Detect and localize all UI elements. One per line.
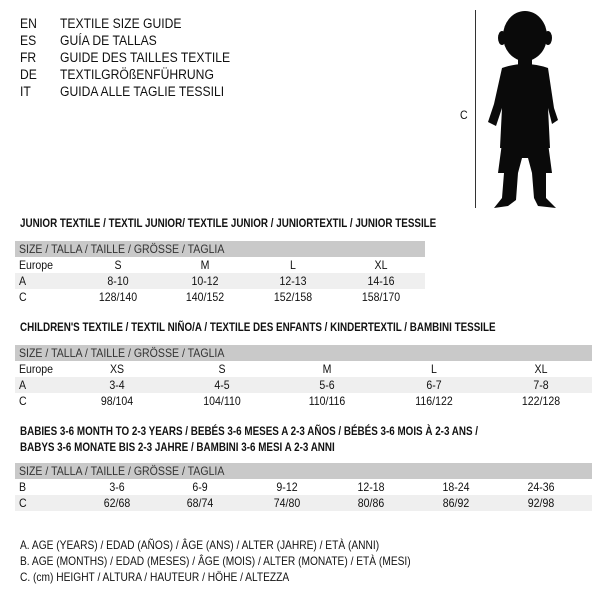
lang-code-fr: FR (20, 50, 37, 65)
babies-title-line1: BABIES 3-6 MONTH TO 2-3 YEARS / BEBÉS 3-… (20, 424, 479, 438)
table-header: SIZE / TALLA / TAILLE / GRÖSSE / TAGLIA (19, 464, 225, 478)
cell: 140/152 (185, 290, 225, 304)
legend-c: C. (cm) HEIGHT / ALTURA / HAUTEUR / HÖHE… (20, 570, 290, 584)
cell: 3-6 (109, 480, 125, 494)
row-label: C (19, 496, 27, 510)
child-silhouette-icon (488, 11, 558, 208)
cell: L (431, 362, 437, 376)
cell: 122/128 (521, 394, 561, 408)
table-row: A 3-4 4-5 5-6 6-7 7-8 (15, 377, 592, 393)
row-label: Europe (19, 362, 54, 376)
cell: 14-16 (367, 274, 395, 288)
cell: 7-8 (533, 378, 549, 392)
cell: 4-5 (214, 378, 230, 392)
cell: 110/116 (308, 394, 346, 408)
table-header: SIZE / TALLA / TAILLE / GRÖSSE / TAGLIA (19, 242, 225, 256)
cell: 68/74 (186, 496, 214, 510)
table-row: Europe S M L XL (15, 257, 425, 273)
cell: 9-12 (276, 480, 298, 494)
cell: 18-24 (442, 480, 470, 494)
table-row: C 128/140 140/152 152/158 158/170 (15, 289, 425, 305)
lang-title-de: TEXTILGRÖßENFÜHRUNG (60, 67, 214, 82)
cell: 86/92 (442, 496, 470, 510)
cell: 6-9 (192, 480, 208, 494)
row-label: Europe (19, 258, 54, 272)
lang-title-fr: GUIDE DES TAILLES TEXTILE (60, 50, 231, 65)
cell: 152/158 (273, 290, 313, 304)
table-header: SIZE / TALLA / TAILLE / GRÖSSE / TAGLIA (19, 346, 225, 360)
cell: L (290, 258, 296, 272)
table-row: C 98/104 104/110 110/116 116/122 122/128 (15, 393, 592, 409)
lang-code-de: DE (20, 67, 37, 82)
row-label: B (19, 480, 27, 494)
cell: 8-10 (107, 274, 129, 288)
lang-code-es: ES (20, 33, 37, 48)
babies-size-table: SIZE / TALLA / TAILLE / GRÖSSE / TAGLIA … (15, 463, 592, 511)
height-measure-line (475, 10, 476, 208)
cell: XL (374, 258, 388, 272)
cell: 74/80 (273, 496, 301, 510)
cell: 5-6 (319, 378, 335, 392)
cell: 158/170 (361, 290, 401, 304)
cell: 128/140 (98, 290, 138, 304)
lang-title-en: TEXTILE SIZE GUIDE (60, 16, 182, 31)
junior-title: JUNIOR TEXTILE / TEXTIL JUNIOR/ TEXTILE … (20, 216, 437, 230)
lang-title-es: GUÍA DE TALLAS (60, 33, 157, 48)
cell: M (322, 362, 332, 376)
cell: 24-36 (527, 480, 555, 494)
cell: 104/110 (203, 394, 241, 408)
cell: 92/98 (527, 496, 555, 510)
cell: 6-7 (426, 378, 442, 392)
cell: 3-4 (109, 378, 125, 392)
cell: S (218, 362, 226, 376)
cell: 12-13 (279, 274, 307, 288)
children-size-table: SIZE / TALLA / TAILLE / GRÖSSE / TAGLIA … (15, 345, 592, 409)
cell: 12-18 (357, 480, 385, 494)
children-title: CHILDREN'S TEXTILE / TEXTIL NIÑO/A / TEX… (20, 320, 496, 334)
row-label: C (19, 394, 27, 408)
height-label: C (460, 108, 468, 122)
cell: XL (534, 362, 548, 376)
table-row: Europe XS S M L XL (15, 361, 592, 377)
cell: XS (109, 362, 125, 376)
row-label: A (19, 378, 27, 392)
junior-size-table: SIZE / TALLA / TAILLE / GRÖSSE / TAGLIA … (15, 241, 425, 305)
table-row: B 3-6 6-9 9-12 12-18 18-24 24-36 (15, 479, 592, 495)
cell: 98/104 (100, 394, 134, 408)
legend-b: B. AGE (MONTHS) / EDAD (MESES) / ÂGE (MO… (20, 554, 411, 568)
cell: M (200, 258, 210, 272)
legend-a: A. AGE (YEARS) / EDAD (AÑOS) / ÂGE (ANS)… (20, 538, 380, 552)
row-label: A (19, 274, 27, 288)
lang-title-it: GUIDA ALLE TAGLIE TESSILI (60, 84, 225, 99)
cell: 116/122 (415, 394, 453, 408)
table-row: A 8-10 10-12 12-13 14-16 (15, 273, 425, 289)
cell: S (114, 258, 122, 272)
babies-title-line2: BABYS 3-6 MONATE BIS 2-3 JAHRE / BAMBINI… (20, 440, 335, 454)
cell: 10-12 (191, 274, 219, 288)
row-label: C (19, 290, 27, 304)
table-row: C 62/68 68/74 74/80 80/86 86/92 92/98 (15, 495, 592, 511)
cell: 62/68 (103, 496, 131, 510)
lang-code-it: IT (20, 84, 31, 99)
cell: 80/86 (357, 496, 385, 510)
lang-code-en: EN (20, 16, 37, 31)
